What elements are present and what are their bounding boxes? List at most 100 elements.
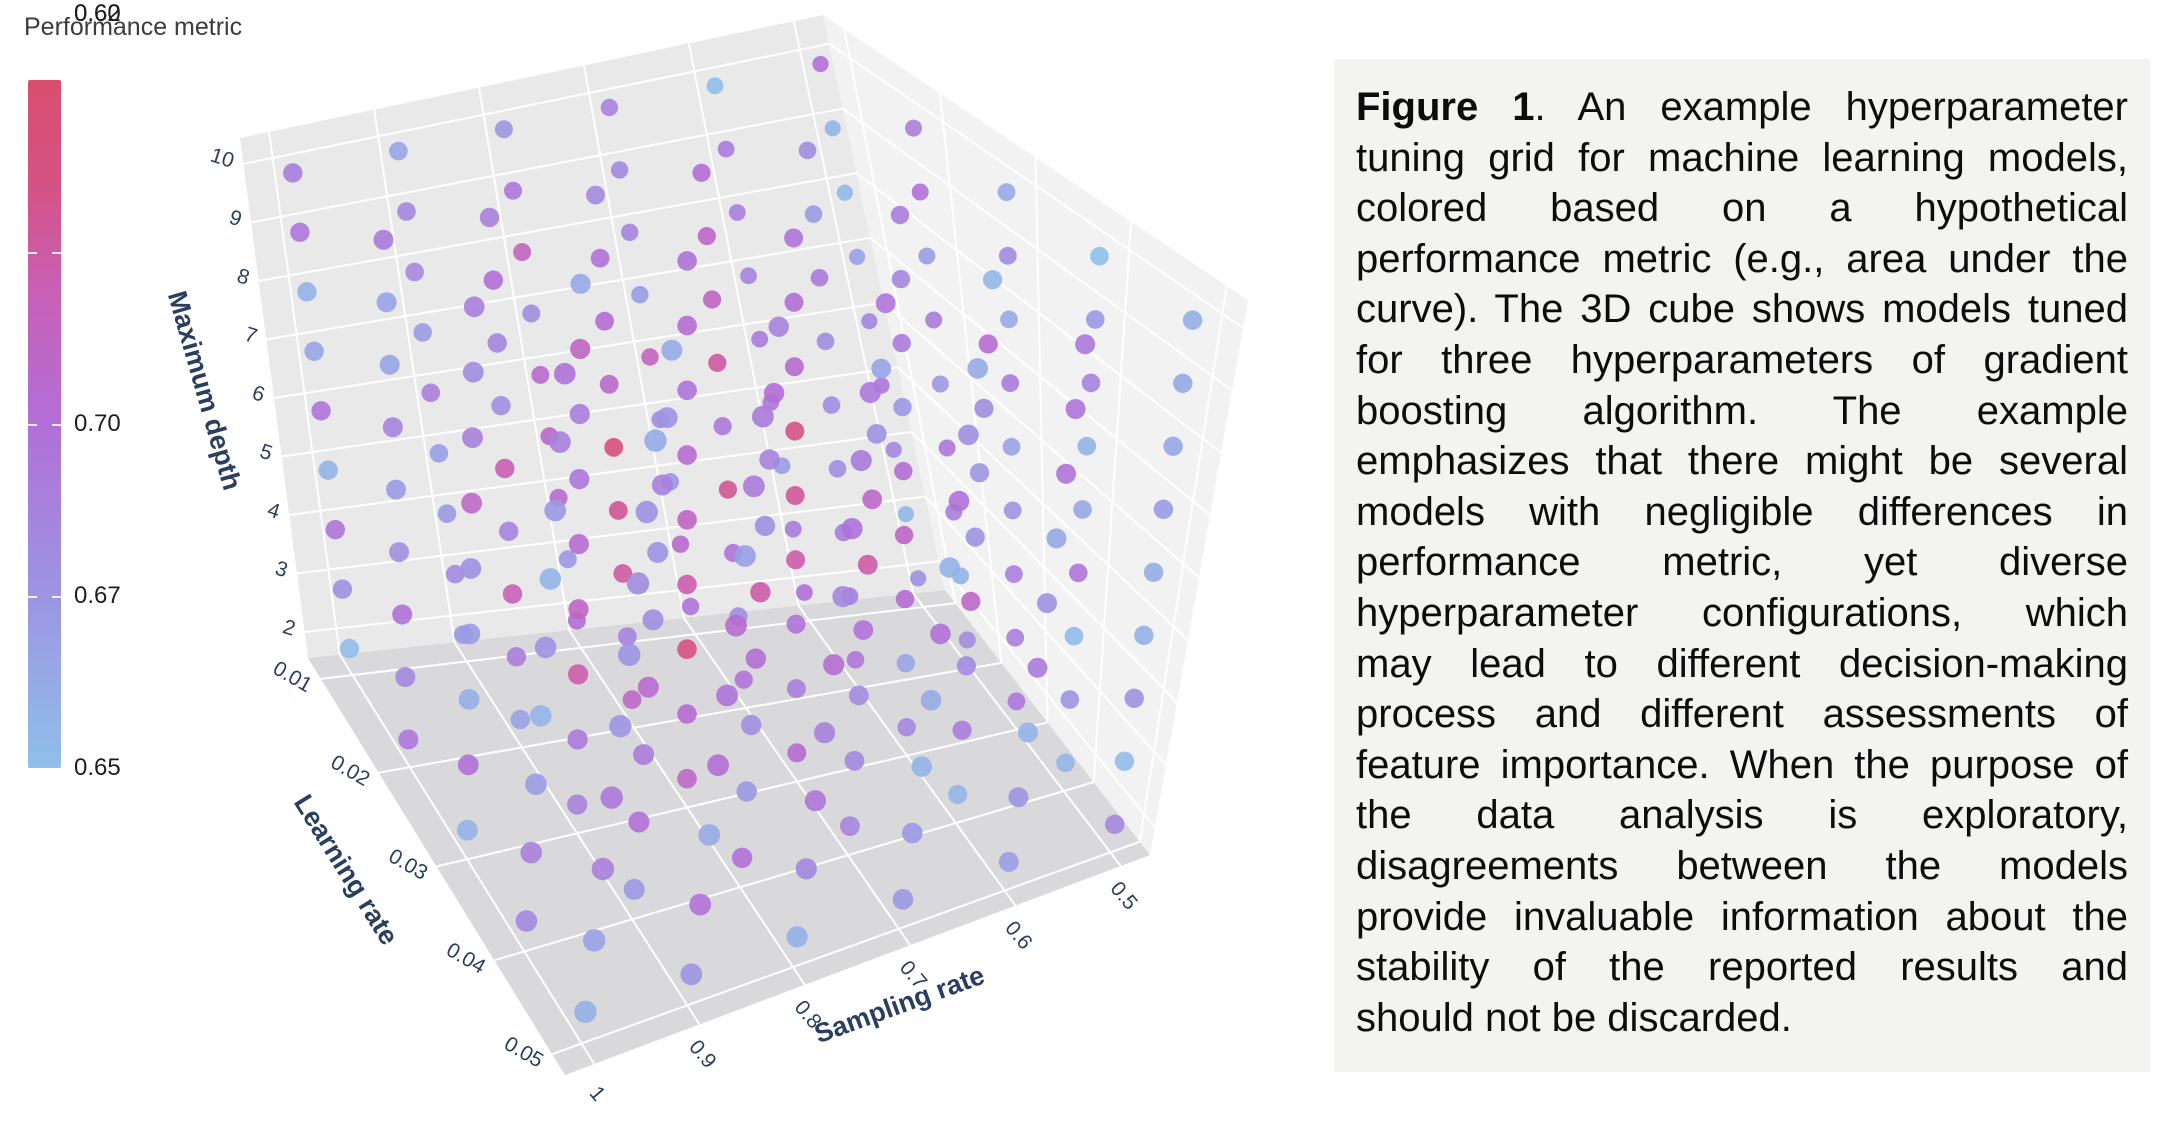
data-point [389,141,408,161]
data-point [1090,246,1109,266]
data-point [1153,499,1174,519]
gridline-learning [1034,157,1049,723]
data-point [958,631,976,649]
colorbar-tick-label: 0.62 [74,0,121,27]
data-point [698,824,721,846]
data-point [752,405,774,428]
data-point [728,204,746,221]
data-point [510,709,530,730]
data-point [969,463,990,483]
data-point [304,341,324,361]
data-point [784,292,804,312]
caption-line: feature importance. When the purpose of [1356,742,2128,787]
data-point [1007,692,1026,711]
data-point [437,504,457,523]
gridline-depth [243,42,830,165]
data-point [570,338,591,359]
data-point [734,545,756,567]
data-point [395,667,416,687]
data-point [339,638,360,659]
data-point [631,286,649,304]
data-point [677,574,697,595]
data-point [707,754,729,777]
caption-line: Figure 1. An example hyperparameter [1356,85,2128,129]
caption-line: the data analysis is exploratory, [1356,793,2128,838]
data-point [1027,657,1048,678]
data-point [392,604,413,625]
data-point [600,98,619,117]
data-point [641,348,659,366]
data-point [549,431,571,453]
colorbar-tick-mark [28,596,37,598]
caption-line: boosting algorithm. The example [1356,388,2128,433]
data-point [522,304,541,323]
data-point [840,816,860,836]
figure-caption-text: Figure 1. An example hyperparameter tunin… [1356,82,2128,1043]
data-point [591,857,615,881]
data-point [965,527,985,547]
caption-line: provide invaluable information about the [1356,894,2128,939]
data-point [849,248,866,265]
data-point [796,584,813,601]
data-point [386,479,406,500]
data-point [731,847,753,868]
data-point [583,929,606,952]
gridline-learning [551,840,1141,1056]
z-axis-tick-label: 2 [280,615,298,640]
data-point [633,744,655,766]
caption-line: curve). The 3D cube shows models tuned [1356,287,2128,332]
data-point [487,333,507,353]
data-point [812,55,829,73]
data-point [893,397,912,417]
data-point [1001,374,1020,392]
data-point [810,269,829,287]
data-point [398,729,419,750]
data-point [567,729,588,750]
scatter3d-plot[interactable]: 23456789100.010.020.030.040.0510.90.80.7… [0,0,1334,1133]
colorbar-tick-label: 0.67 [74,582,121,609]
data-point [911,183,929,201]
data-point [786,926,808,948]
data-point [570,273,591,294]
data-point [798,141,817,160]
data-point [539,568,562,590]
data-point [429,444,449,463]
data-point [961,591,981,612]
data-point [568,599,589,620]
data-point [681,597,700,616]
data-point [680,963,703,986]
data-point [841,518,863,540]
data-point [297,282,317,302]
caption-line: hyperparameter configurations, which [1356,590,2128,635]
caption-line: disagreements between the models [1356,843,2128,888]
data-point [814,722,836,744]
data-point [768,316,789,337]
caption-line: may lead to different decision-making [1356,641,2128,686]
data-point [618,643,641,666]
data-point [604,438,624,457]
data-point [460,558,482,579]
data-point [866,424,887,444]
data-point [743,475,765,498]
data-point [750,582,771,603]
data-point [716,684,738,707]
data-point [857,554,878,575]
data-point [785,486,805,505]
data-point [897,505,915,523]
colorbar-tick-label: 0.65 [74,754,121,781]
data-point [718,480,738,499]
data-point [896,654,915,673]
data-point [413,323,433,342]
data-point [911,756,932,777]
data-point [910,570,927,587]
data-point [894,461,913,481]
data-point [823,654,845,676]
gridline-sampling [478,87,571,631]
data-point [784,357,804,377]
colorbar-tick-mark [28,424,37,426]
data-point [1077,436,1097,456]
data-point [725,614,747,637]
data-point [628,811,650,833]
data-point [661,339,683,361]
